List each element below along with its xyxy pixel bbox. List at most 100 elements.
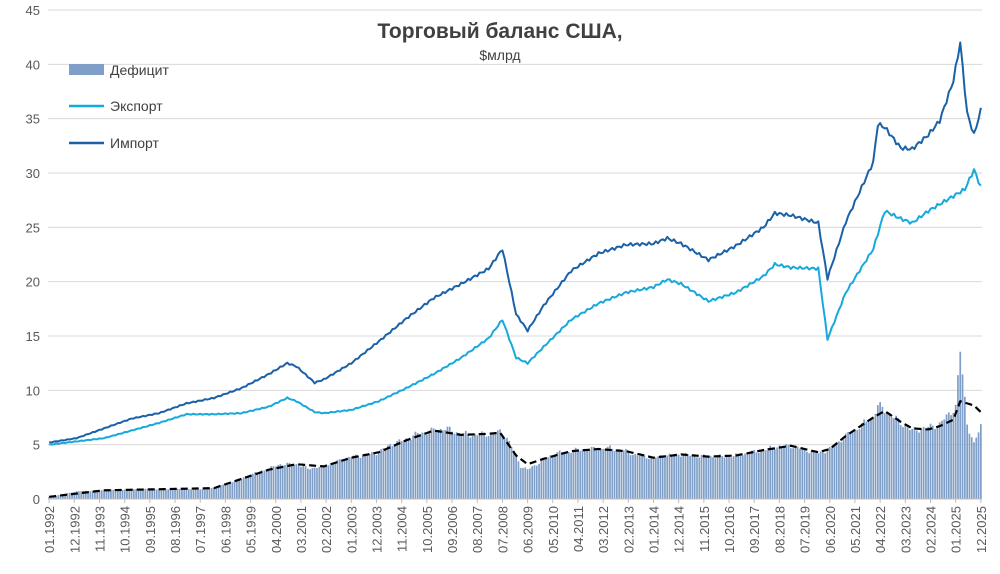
deficit-bar — [471, 435, 474, 499]
deficit-bar — [116, 489, 119, 499]
deficit-bar — [957, 375, 959, 499]
deficit-bar — [139, 489, 142, 499]
deficit-bar — [817, 453, 820, 499]
deficit-bar — [206, 488, 208, 499]
deficit-bar — [922, 426, 925, 499]
y-tick-label: 30 — [26, 166, 40, 181]
deficit-bar — [700, 454, 703, 499]
deficit-bar — [627, 451, 630, 499]
deficit-bar — [897, 418, 900, 499]
deficit-bar — [181, 489, 183, 499]
deficit-bar — [746, 453, 749, 499]
deficit-bar — [561, 452, 563, 499]
deficit-bar — [705, 456, 708, 499]
deficit-bar — [597, 450, 600, 499]
deficit-bar — [785, 444, 788, 499]
deficit-bar — [460, 435, 463, 499]
deficit-bar — [490, 432, 492, 499]
deficit-bar — [389, 443, 392, 499]
deficit-bar — [426, 434, 428, 499]
deficit-bar — [764, 450, 767, 499]
deficit-bar — [348, 456, 350, 499]
deficit-bar — [570, 453, 572, 499]
deficit-bar — [858, 429, 861, 499]
deficit-bar — [588, 449, 591, 499]
deficit-bar — [604, 449, 607, 499]
deficit-bar — [249, 476, 252, 499]
deficit-bar — [796, 446, 799, 499]
deficit-bar — [306, 468, 309, 499]
legend-label-import: Импорт — [110, 135, 160, 151]
deficit-bar — [636, 455, 639, 499]
deficit-bar — [522, 467, 524, 499]
deficit-bar — [966, 424, 968, 499]
deficit-bar — [574, 447, 577, 499]
deficit-bar — [833, 445, 836, 499]
deficit-bar — [703, 454, 705, 499]
deficit-bar — [432, 428, 435, 499]
deficit-bar — [682, 455, 685, 499]
deficit-bar — [153, 489, 156, 499]
x-tick-label: 11.2015 — [697, 506, 712, 552]
deficit-bar — [968, 433, 971, 499]
x-tick-label: 05.2010 — [546, 506, 561, 553]
legend-label-export: Экспорт — [110, 98, 163, 114]
deficit-bar — [503, 439, 506, 499]
deficit-bar — [238, 478, 241, 499]
deficit-bar — [751, 450, 753, 499]
deficit-bar — [201, 488, 204, 499]
x-tick-label: 11.1993 — [93, 506, 108, 552]
deficit-bar — [435, 431, 437, 499]
deficit-bar — [936, 426, 939, 499]
deficit-bar — [661, 456, 664, 499]
deficit-bar — [872, 416, 875, 499]
deficit-bar — [794, 445, 797, 499]
deficit-bar — [373, 453, 376, 499]
x-tick-label: 01.1992 — [42, 506, 57, 553]
deficit-bar — [927, 426, 930, 499]
deficit-bar — [590, 446, 593, 499]
deficit-bar — [929, 423, 932, 499]
deficit-bar — [879, 402, 881, 499]
deficit-bar — [364, 453, 366, 499]
deficit-bar — [556, 452, 559, 499]
deficit-bar — [316, 468, 318, 499]
deficit-bar — [513, 450, 515, 499]
x-tick-label: 10.1994 — [118, 506, 133, 553]
deficit-bar — [609, 445, 611, 499]
deficit-bar — [448, 426, 451, 499]
deficit-bar — [231, 482, 234, 499]
deficit-bar — [634, 453, 637, 499]
deficit-bar — [744, 453, 746, 499]
deficit-bar — [359, 458, 362, 499]
deficit-bar — [519, 468, 522, 499]
deficit-bar — [902, 427, 904, 499]
deficit-bar — [551, 455, 554, 499]
deficit-bar — [357, 456, 360, 499]
deficit-bar — [806, 451, 808, 499]
deficit-bar — [691, 455, 694, 499]
deficit-bar — [959, 351, 962, 499]
deficit-bar — [510, 446, 513, 499]
deficit-bar — [197, 489, 199, 499]
deficit-bar — [245, 476, 247, 499]
deficit-bar — [499, 429, 501, 499]
deficit-bar — [487, 435, 490, 499]
deficit-bar — [469, 437, 472, 499]
deficit-bar — [496, 430, 499, 499]
deficit-bar — [915, 430, 918, 499]
deficit-bar — [190, 489, 192, 499]
y-tick-label: 35 — [26, 112, 40, 127]
deficit-bar — [517, 461, 520, 499]
deficit-bar — [941, 420, 943, 499]
deficit-bar — [430, 427, 433, 499]
deficit-bar — [94, 490, 96, 499]
deficit-bar — [863, 419, 865, 499]
deficit-bar — [934, 429, 936, 499]
deficit-bar — [185, 489, 188, 499]
deficit-bar — [103, 490, 105, 499]
deficit-bar — [753, 449, 756, 499]
deficit-bar — [284, 464, 286, 499]
